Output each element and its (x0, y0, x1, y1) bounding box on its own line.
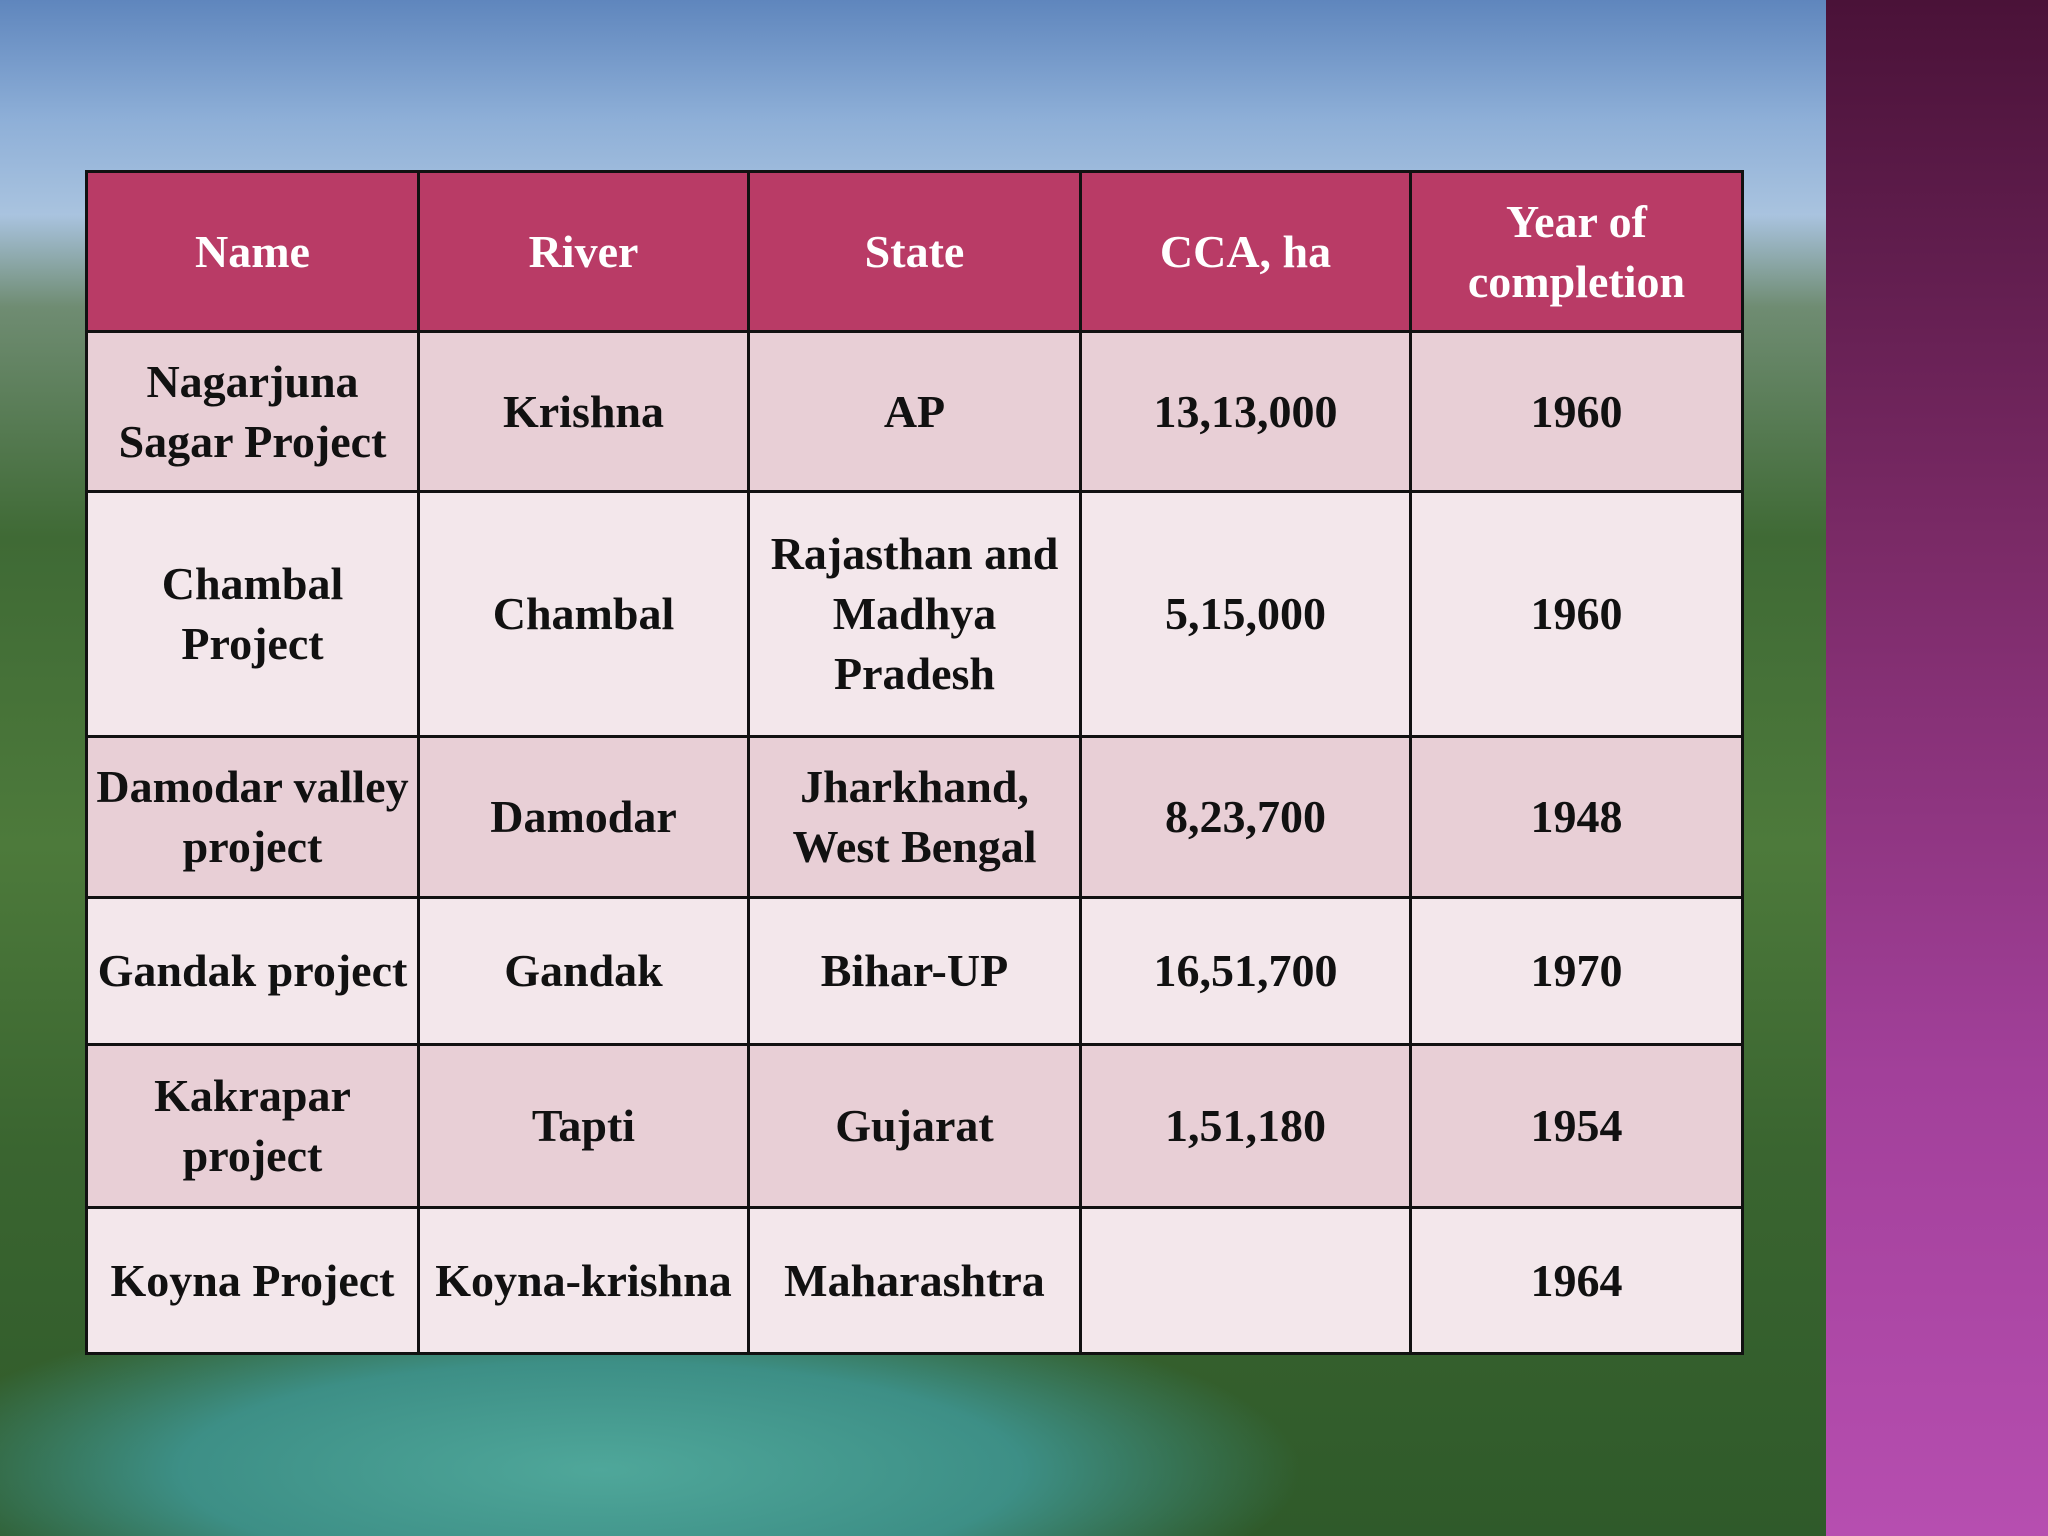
table-cell: Nagarjuna Sagar Project (85, 330, 420, 493)
table-cell: 1964 (1409, 1206, 1744, 1355)
table-cell: Krishna (417, 330, 750, 493)
table-cell: Bihar-UP (747, 896, 1082, 1046)
table-cell: 1954 (1409, 1043, 1744, 1209)
table-cell: 5,15,000 (1079, 490, 1412, 738)
table-cell: Chambal Project (85, 490, 420, 738)
header-cell: CCA, ha (1079, 170, 1412, 333)
table-cell: Maharashtra (747, 1206, 1082, 1355)
table-cell: Rajasthan and Madhya Pradesh (747, 490, 1082, 738)
table-cell: 1,51,180 (1079, 1043, 1412, 1209)
table-cell: AP (747, 330, 1082, 493)
table-cell: Gandak project (85, 896, 420, 1046)
table-cell: Jharkhand, West Bengal (747, 735, 1082, 899)
table-row: Chambal Project Chambal Rajasthan and Madh… (85, 490, 1744, 738)
table-cell: Gandak (417, 896, 750, 1046)
side-bar (1826, 0, 2048, 1536)
table-cell: Damodar valley project (85, 735, 420, 899)
table-body: Nagarjuna Sagar Project Krishna AP 13,13,00… (85, 330, 1744, 1355)
table-cell: Chambal (417, 490, 750, 738)
header-cell: River (417, 170, 750, 333)
table-cell: Koyna Project (85, 1206, 420, 1355)
header-cell: Name (85, 170, 420, 333)
table-row: Kakrapar project Tapti Gujarat 1,51,180 1954 (85, 1043, 1744, 1209)
table-cell: Koyna-krishna (417, 1206, 750, 1355)
table-cell: 1960 (1409, 330, 1744, 493)
table-row: Damodar valley project Damodar Jharkhand, … (85, 735, 1744, 899)
table-cell: Kakrapar project (85, 1043, 420, 1209)
table-cell: Tapti (417, 1043, 750, 1209)
table-cell: 8,23,700 (1079, 735, 1412, 899)
header-cell: State (747, 170, 1082, 333)
table-row: Gandak project Gandak Bihar-UP 16,51,700 197… (85, 896, 1744, 1046)
header-row: Name River State CCA, ha Year of completion (85, 170, 1744, 333)
table-row: Koyna Project Koyna-krishna Maharashtra 196… (85, 1206, 1744, 1355)
table-cell: 16,51,700 (1079, 896, 1412, 1046)
table-cell: 1948 (1409, 735, 1744, 899)
empty-cell (1079, 1206, 1412, 1355)
header-cell: Year of completion (1409, 170, 1744, 333)
table-cell: Gujarat (747, 1043, 1082, 1209)
table-cell: Damodar (417, 735, 750, 899)
table-cell: 13,13,000 (1079, 330, 1412, 493)
table-cell: 1970 (1409, 896, 1744, 1046)
table-cell: 1960 (1409, 490, 1744, 738)
projects-table: Name River State CCA, ha Year of completion … (85, 170, 1744, 1355)
table-row: Nagarjuna Sagar Project Krishna AP 13,13,00… (85, 330, 1744, 493)
